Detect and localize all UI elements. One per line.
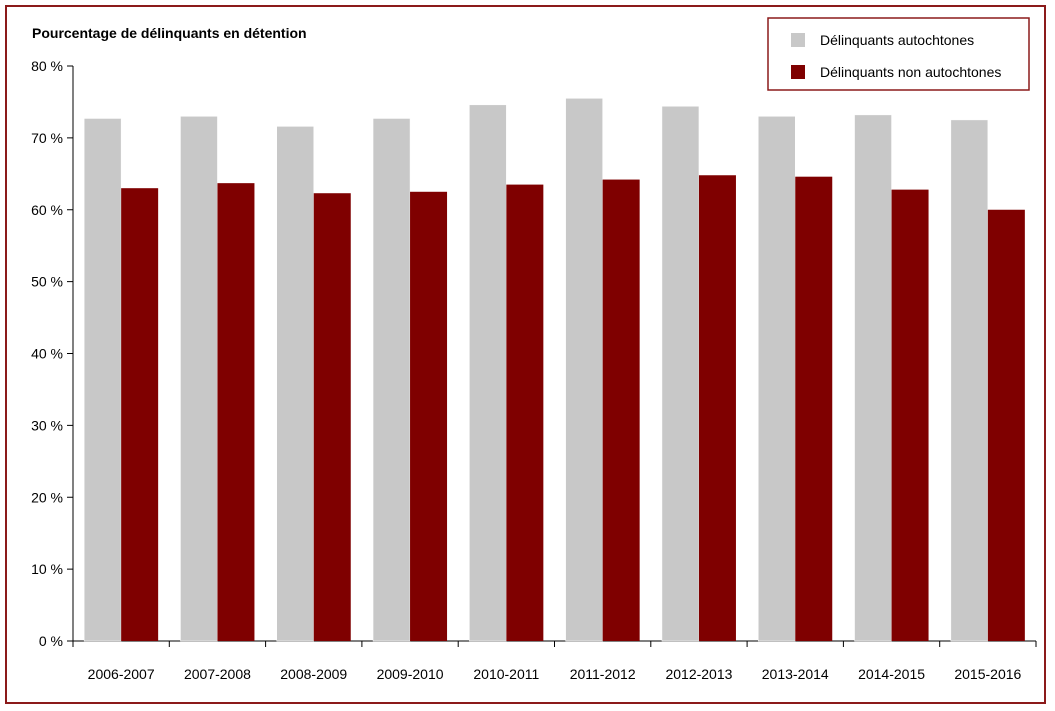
bar-non-autochtones-2013-2014 [795, 176, 833, 641]
bar-non-autochtones-2009-2010 [410, 191, 448, 641]
y-tick-label: 80 % [31, 58, 63, 74]
bar-autochtones-2014-2015 [854, 114, 892, 642]
y-tick-label: 50 % [31, 274, 63, 290]
bar-non-autochtones-2006-2007 [121, 188, 159, 641]
bar-autochtones-2012-2013 [661, 106, 700, 642]
bar-autochtones-2008-2009 [276, 126, 314, 642]
x-axis: 2006-2007 2007-2008 2008-2009 2009-2010 2010… [72, 640, 1037, 682]
x-tick-label: 2007-2008 [184, 666, 251, 682]
bar-autochtones-2010-2011 [469, 104, 507, 642]
bar-non-autochtones-2008-2009 [313, 193, 351, 641]
bar-non-autochtones-2012-2013 [698, 175, 736, 641]
x-tick-label: 2013-2014 [762, 666, 829, 682]
bar-non-autochtones-2010-2011 [506, 184, 544, 641]
legend: Délinquants autochtones Délinquants non a… [767, 17, 1030, 91]
bar-non-autochtones-2011-2012 [602, 179, 640, 641]
legend-label: Délinquants autochtones [820, 32, 974, 48]
x-tick-label: 2010-2011 [473, 666, 539, 682]
legend-label: Délinquants non autochtones [820, 64, 1001, 80]
legend-box [767, 17, 1030, 91]
y-axis-title: Pourcentage de délinquants en détention [32, 25, 307, 41]
bar-non-autochtones-2015-2016 [987, 209, 1025, 641]
x-tick-label: 2006-2007 [88, 666, 155, 682]
y-tick-label: 30 % [31, 417, 63, 433]
y-tick-label: 0 % [39, 633, 63, 649]
x-tick-label: 2012-2013 [665, 666, 732, 682]
bar-autochtones-2015-2016 [950, 119, 989, 642]
bar-autochtones-2006-2007 [83, 118, 122, 642]
y-tick-label: 10 % [31, 561, 63, 577]
bar-autochtones-2009-2010 [372, 118, 411, 642]
x-tick-label: 2014-2015 [858, 666, 925, 682]
y-axis: 0 % 10 % 20 % 30 % 40 % 50 % 60 % 70 % 80 % [31, 58, 74, 649]
bar-autochtones-2013-2014 [758, 116, 796, 642]
y-tick-label: 70 % [31, 130, 63, 146]
legend-swatch-autochtones [791, 33, 805, 47]
x-tick-label: 2015-2016 [954, 666, 1021, 682]
x-tick-label: 2011-2012 [570, 666, 636, 682]
legend-swatch-non-autochtones [791, 65, 805, 79]
bar-non-autochtones-2014-2015 [891, 189, 929, 641]
y-tick-label: 60 % [31, 202, 63, 218]
y-tick-label: 40 % [31, 346, 63, 362]
bar-non-autochtones-2007-2008 [217, 183, 255, 641]
x-tick-label: 2008-2009 [280, 666, 347, 682]
bar-autochtones-2007-2008 [180, 116, 218, 642]
y-tick-label: 20 % [31, 489, 63, 505]
bars [83, 98, 1025, 642]
x-tick-label: 2009-2010 [377, 666, 444, 682]
bar-autochtones-2011-2012 [565, 98, 603, 642]
